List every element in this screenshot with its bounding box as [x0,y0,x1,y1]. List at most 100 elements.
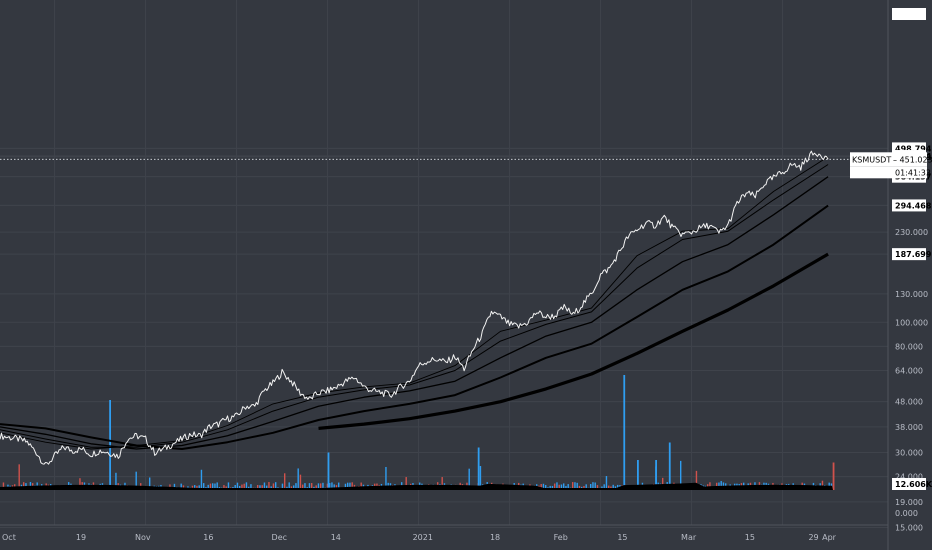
volume-bar [347,482,349,490]
volume-spike [477,447,480,490]
volume-bar [212,483,214,490]
volume-spike [668,442,671,490]
volume-bar [295,483,297,490]
x-tick-label: Feb [554,533,568,542]
grid-lines [0,0,889,550]
x-tick-label: 15 [745,533,755,542]
x-tick-label: Mar [681,533,697,542]
volume-bar [209,483,212,490]
volume-spike [832,462,835,490]
volume-bar [302,484,304,490]
volume-bar [203,483,205,490]
volume-bar [259,485,261,490]
volume-bar [234,485,236,490]
volume-bar [385,466,387,490]
y-tick-label: 19.000 [895,498,923,507]
volume-bar [567,484,569,490]
volume-bar [261,485,263,490]
price-series [0,150,829,465]
x-tick-label: 14 [331,533,341,542]
volume-bar [331,482,333,490]
y-tick-label: 30.000 [895,449,923,458]
volume-bar [576,482,578,490]
volume-bar [236,482,239,490]
volume-bar [558,484,560,490]
volume-bar [326,483,329,490]
volume-bar [214,483,216,490]
volume-bar [405,477,407,490]
y-tick-label: 24.000 [895,473,923,482]
volume-bar [338,482,340,490]
volume-bar [608,485,610,490]
price-tag [892,199,926,212]
volume-bar [299,474,302,490]
current-price-label: – 451.023 [893,155,932,164]
x-tick-label: Apr [822,533,837,542]
y-tick-label-zero: 0.000 [895,509,918,518]
volume-bar [241,484,243,490]
price-tag-label: 498.794 [895,144,932,153]
volume-bar [149,477,151,490]
moving-average-ma5 [318,252,829,430]
x-tick-label: 2021 [413,533,433,542]
y-tick-label: 38.000 [895,423,923,432]
price-tag [892,248,926,261]
volume-bar [709,482,711,490]
time-axis[interactable]: Oct 19 Nov 16 Dec 14 2021 18 Feb 15 Mar 15 29 Apr [2,533,837,542]
volume-bar [551,485,554,490]
volume-bar [333,484,335,490]
y-tick-label: 80.000 [895,342,923,351]
volume-bar [585,484,587,490]
volume-bar [198,485,200,490]
volume-bar [540,483,542,490]
volume-bar [441,477,443,490]
volume-bar [351,482,353,490]
volume-bar [590,483,592,490]
volume-bar [695,470,698,490]
volume-bar [304,483,306,490]
volume-bar [194,485,196,490]
symbol-price-tag: KSMUSDT – 451.023 01:41:33 [850,152,932,179]
volume-bar [250,484,252,490]
volume-bar [263,482,266,490]
volume-bar [560,484,563,490]
volume-bar [549,485,551,490]
volume-bar [311,483,313,490]
volume-bar [227,482,230,490]
volume-bar [603,484,605,490]
volume-bar [115,472,117,490]
volume-bar [720,481,722,490]
volume-bar [680,460,682,490]
volume-bar [284,473,286,490]
volume-bar [605,476,608,490]
volume-average [0,482,833,490]
volume-bar [329,482,331,490]
volume-tag-label: 12.606K [895,480,932,489]
volume-bar [308,483,311,490]
volume-bar [821,480,824,490]
volume-bar [275,482,277,490]
volume-bar [592,482,594,490]
volume-bar [268,482,270,490]
volume-bar [322,482,324,490]
volume-bar [79,478,81,490]
volume-bar [545,485,547,490]
volume-bar [281,483,284,490]
volume-bar [18,464,20,490]
volume-bar [266,485,268,490]
y-tick-label: 15.000 [895,523,923,532]
volume-spike [109,400,111,490]
volume-bar [662,477,664,490]
symbol-label: KSMUSDT [852,155,891,164]
moving-average-ma4 [0,204,829,450]
volume-bar [542,483,545,490]
volume-bar [135,471,137,490]
volume-bar [216,482,218,490]
volume-bar [612,484,614,490]
volume-bar [2,482,5,490]
price-tag-top [892,8,926,20]
x-tick-label: 16 [203,533,213,542]
volume-spike [637,460,639,490]
